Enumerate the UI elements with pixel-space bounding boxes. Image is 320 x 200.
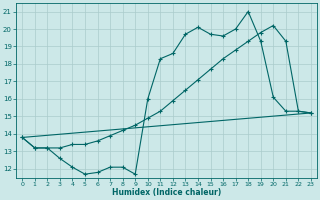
X-axis label: Humidex (Indice chaleur): Humidex (Indice chaleur) [112,188,221,197]
